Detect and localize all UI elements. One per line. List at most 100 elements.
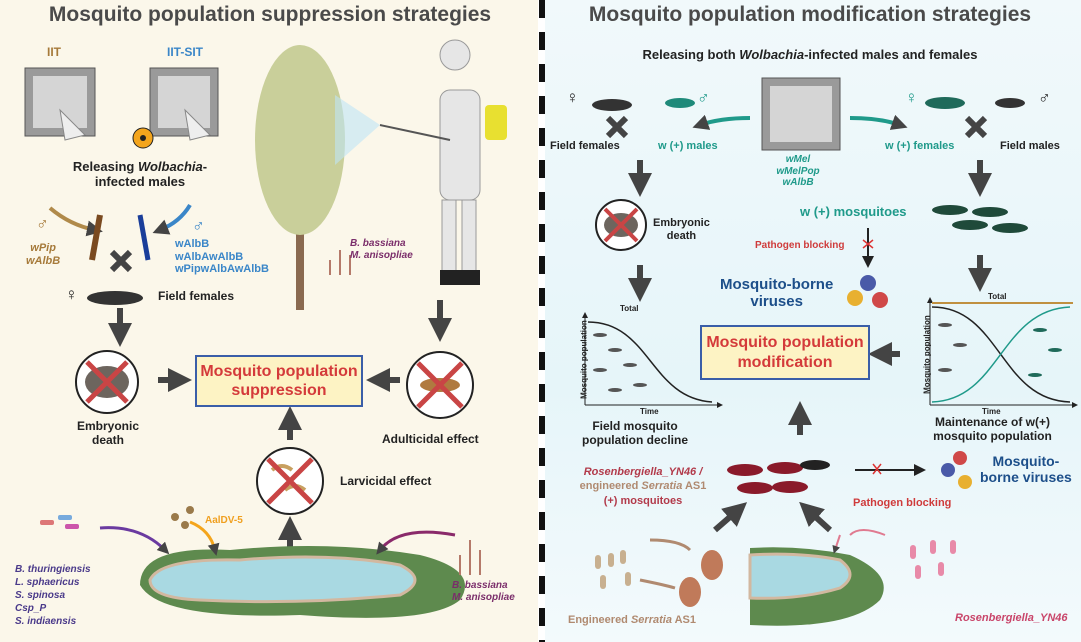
dashed-divider [539, 0, 545, 642]
embryonic-death-icon-right [595, 199, 647, 251]
right-chart-total-label: Total [988, 292, 1007, 301]
bacterium: S. indiaensis [15, 616, 77, 627]
left-chart-total-label: Total [620, 304, 639, 313]
maintenance-chart [927, 297, 1078, 408]
embryonic-death-label: Embryonic death [76, 419, 139, 447]
male-symbol-right: ♂ [1038, 88, 1051, 107]
cross-icon [109, 249, 133, 273]
embryonic-death-label-right: Embryonic death [653, 217, 710, 242]
field-female-mosquito-icon-right [592, 99, 632, 111]
fungi-label-top: B. bassiana M. anisopliae [350, 238, 413, 261]
text: Rosenbergiella_YN46 / [583, 466, 703, 478]
iit-label: IIT [47, 45, 61, 59]
serratia-bacteria-icon [595, 550, 631, 589]
sprayer-person-icon [335, 39, 507, 285]
wolbachia-strain-list: wMel wMelPop wAlbB [768, 154, 828, 189]
w-mosquitoes-label: w (+) mosquitoes [800, 204, 907, 219]
strain: wAlbB [26, 254, 61, 267]
fungi-top-icon [329, 250, 351, 275]
strain: wMelPop [776, 165, 820, 177]
text: Rosenbergiella_YN46 [955, 612, 1068, 624]
w-females-label: w (+) females [885, 140, 955, 152]
fungus: B. bassiana [350, 238, 406, 249]
w-males-label: w (+) males [658, 140, 718, 152]
text: Releasing [72, 159, 138, 174]
text: - [202, 159, 208, 174]
w-male-mosquito-icon [665, 98, 695, 108]
rosenbergiella-mosquito-swarm-icon [727, 460, 830, 494]
tree-icon [255, 45, 345, 310]
larvicidal-label: Larvicidal effect [340, 474, 432, 488]
pathogen-blocking-label: Pathogen blocking [755, 240, 845, 251]
bacterium: Csp_P [15, 603, 47, 614]
male-symbol-blue: ♂ [192, 216, 205, 235]
bacterium: B. thuringiensis [15, 564, 91, 575]
field-male-mosquito-icon [995, 98, 1025, 108]
embryonic-death-icon [75, 350, 139, 414]
left-chart-caption: Field mosquito population decline [581, 419, 688, 447]
strain: wAlbB [782, 177, 814, 188]
field-males-label: Field males [1000, 140, 1060, 152]
blue-strain-list: wAlbB wAlbAwAlbB wPipwAlbAwAlbB [175, 238, 269, 276]
modification-box: Mosquito population modification [700, 325, 870, 380]
mosquito-borne-viruses-label-2: Mosquito- borne viruses [980, 453, 1072, 486]
text: Wolbachia [137, 159, 203, 174]
modification-cage-icon [761, 77, 841, 151]
female-symbol: ♀ [65, 285, 78, 304]
strain: wPipwAlbAwAlbB [175, 263, 269, 276]
text: infected males [94, 173, 186, 189]
left-chart-xlabel: Time [640, 407, 659, 416]
male-symbol-teal: ♂ [697, 88, 710, 107]
male-symbol-brown: ♂ [36, 214, 49, 233]
suppression-box: Mosquito population suppression [195, 355, 363, 407]
text: (+) mosquitoes [603, 494, 683, 507]
fungi-label-bottom: B. bassiana M. anisopliae [452, 580, 515, 603]
pond-right-icon [748, 547, 884, 626]
bacteria-cluster-icon [40, 515, 79, 529]
bacterium: S. spinosa [15, 590, 66, 601]
field-female-mosquito-icon [87, 291, 143, 305]
left-chart-ylabel: Mosquito population [579, 320, 589, 399]
text: -infected males and females [804, 47, 978, 62]
larvicidal-effect-icon [256, 447, 324, 515]
text: Serratia [641, 480, 683, 493]
releasing-both-label: Releasing both Wolbachia-infected males … [580, 47, 1040, 63]
pathogen-blocking-label-2: Pathogen blocking [853, 497, 952, 509]
fungus: M. anisopliae [350, 249, 413, 261]
pond-left-icon [140, 546, 465, 618]
iit-sit-label: IIT-SIT [167, 45, 203, 59]
text: engineered [579, 480, 642, 493]
field-females-label: Field females [158, 289, 235, 303]
brown-mosquito-icon [89, 214, 103, 261]
fungus: B. bassiana [452, 580, 508, 591]
left-title: Mosquito population suppression strategi… [48, 3, 492, 26]
bacteria-list: B. thuringiensis L. sphaericus S. spinosa C… [15, 563, 91, 628]
engineered-serratia-label: Engineered Serratia AS1 [568, 614, 696, 627]
rosenbergiella-label: Rosenbergiella_YN46 [955, 612, 1068, 625]
w-mosquito-swarm-icon [932, 205, 1028, 233]
bacterium: L. sphaericus [15, 577, 80, 588]
virus-balls-icon [847, 275, 888, 308]
virus-particle-icon [171, 506, 194, 529]
virus-label: AalDV-5 [205, 515, 243, 526]
blue-mosquito-icon [137, 214, 151, 261]
text: Wolbachia [739, 47, 805, 62]
strain: wPip [30, 242, 56, 254]
releasing-males-label: Releasing Wolbachia- infected males [60, 159, 220, 190]
rosenbergiella-bacteria-icon [910, 540, 956, 579]
text: AS1 [671, 614, 696, 626]
adulticidal-effect-icon [406, 351, 474, 419]
female-symbol-teal: ♀ [905, 88, 918, 107]
female-symbol-right: ♀ [566, 88, 579, 107]
right-title: Mosquito population modification strateg… [588, 3, 1032, 26]
field-females-label-right: Field females [550, 140, 620, 152]
strain: wAlbB [175, 238, 210, 250]
virus-balls-icon-2 [941, 451, 972, 489]
text: Releasing both [642, 47, 740, 62]
iit-cage-icon [24, 67, 96, 141]
rosenbergiella-serratia-label: Rosenbergiella_YN46 / engineered Serratia… [579, 466, 707, 507]
strain: wMel [785, 154, 811, 165]
decline-chart [582, 312, 723, 408]
right-chart-ylabel: Mosquito population [922, 315, 932, 394]
